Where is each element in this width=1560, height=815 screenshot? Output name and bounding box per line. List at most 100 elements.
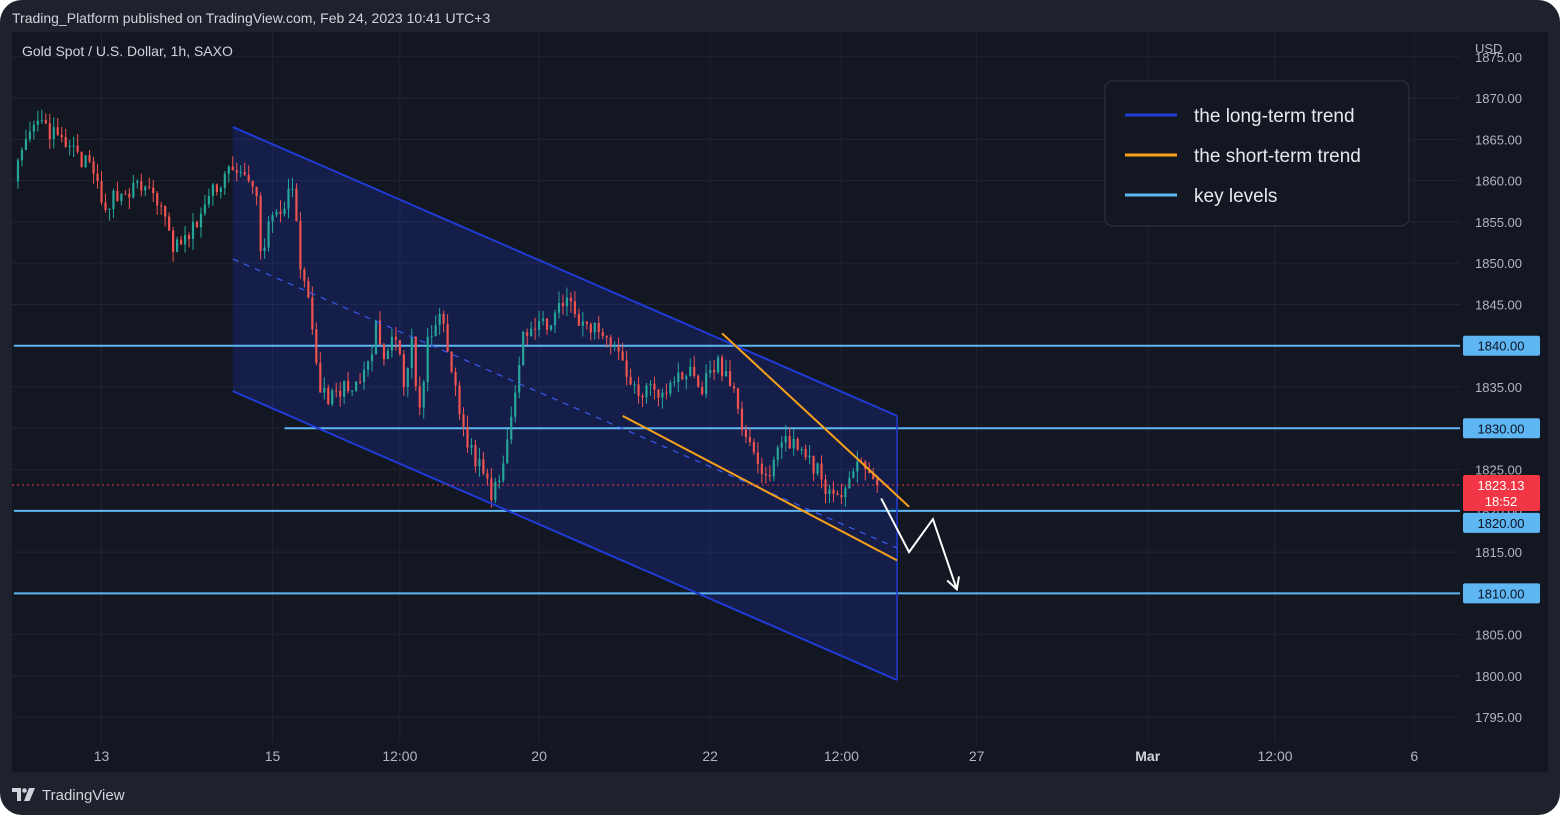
candle-body — [490, 478, 493, 501]
candle-body — [24, 139, 28, 150]
candle-body — [470, 444, 473, 448]
candle-body — [792, 438, 795, 449]
candle-body — [263, 247, 266, 252]
candle-body — [279, 211, 282, 214]
candle-body — [541, 318, 545, 321]
price-tick-label: 1875.00 — [1475, 50, 1522, 65]
candle-body — [52, 127, 55, 140]
candle-body — [665, 392, 668, 394]
candle-body — [820, 463, 823, 480]
legend-label: key levels — [1194, 186, 1277, 207]
tradingview-logo-icon[interactable] — [12, 788, 36, 802]
candle-body — [760, 463, 763, 475]
candle-body — [358, 381, 362, 383]
candle-body — [701, 386, 704, 395]
candle-body — [96, 173, 99, 182]
candle-body — [872, 473, 875, 479]
trend-lines[interactable] — [232, 126, 960, 681]
candle-body — [637, 384, 640, 396]
candle-body — [669, 382, 672, 394]
candle-body — [315, 329, 318, 363]
candle-body — [386, 350, 390, 360]
projection-arrow — [880, 497, 958, 590]
time-tick-label: 12:00 — [382, 748, 417, 764]
candle-body — [307, 281, 310, 298]
price-chart[interactable]: USD 1875.00 1870.00 1865.00 1860.00 1855.00 1… — [12, 32, 1548, 772]
time-axis[interactable]: 13 15 12:00 20 22 12:00 27 Mar 12:00 6 — [94, 748, 1419, 764]
candle-body — [64, 137, 67, 147]
legend-box — [1104, 80, 1410, 227]
candle-body — [203, 204, 207, 214]
candle-body — [239, 172, 242, 174]
short-term-lower-line — [622, 415, 898, 562]
candle-body — [223, 173, 226, 189]
candle-body — [840, 495, 843, 498]
candle-body — [446, 323, 449, 352]
candle-body — [370, 354, 374, 362]
candle-body — [299, 221, 302, 270]
candle-body — [589, 324, 592, 333]
time-tick-label: 15 — [265, 748, 281, 764]
candle-body — [72, 145, 75, 147]
candle-body — [355, 381, 358, 391]
candle-body — [104, 202, 107, 210]
candle-body — [661, 392, 664, 398]
candle-body — [327, 387, 330, 405]
price-tick-label: 1835.00 — [1475, 380, 1522, 395]
chart-panel[interactable]: USD 1875.00 1870.00 1865.00 1860.00 1855.00 1… — [12, 32, 1548, 772]
candle-body — [621, 351, 624, 361]
candle-body — [410, 336, 413, 369]
price-tick-label: 1815.00 — [1475, 545, 1522, 560]
footer: TradingView — [12, 784, 125, 806]
candle-body — [319, 362, 322, 393]
candle-body — [378, 320, 382, 345]
candle-body — [605, 335, 608, 338]
candle-body — [112, 190, 115, 209]
time-tick-label: 27 — [969, 748, 985, 764]
candle-body — [581, 321, 584, 326]
candle-body — [148, 186, 151, 188]
candle-body — [438, 313, 441, 325]
projection-arrow-head — [946, 576, 960, 592]
candle-body — [784, 436, 787, 443]
candle-body — [40, 120, 43, 122]
candle-body — [16, 160, 20, 182]
candle-body — [657, 389, 660, 398]
candle-body — [343, 380, 346, 397]
key-level-labels: 1840.00 1830.00 1820.00 1810.00 — [1463, 335, 1540, 604]
candle-body — [478, 459, 481, 467]
candle-body — [235, 170, 238, 173]
candle-body — [144, 186, 147, 191]
candle-body — [462, 414, 465, 427]
candle-body — [553, 312, 557, 326]
candle-body — [287, 188, 290, 209]
candle-body — [812, 455, 815, 474]
candle-body — [788, 436, 791, 449]
candle-body — [92, 161, 95, 174]
candle-body — [430, 335, 433, 337]
key-level-label: 1810.00 — [1478, 586, 1525, 601]
time-tick-label: 12:00 — [1257, 748, 1292, 764]
candle-body — [828, 489, 831, 494]
channel-upper-line — [232, 126, 898, 417]
candle-body — [585, 321, 588, 325]
candle-body — [267, 221, 270, 248]
current-price-value: 1823.13 — [1478, 478, 1525, 493]
candle-body — [748, 437, 752, 443]
candle-body — [215, 184, 218, 193]
candle-body — [259, 196, 262, 252]
candle-body — [108, 208, 111, 210]
candle-body — [175, 239, 179, 252]
candle-body — [482, 459, 485, 474]
candle-body — [251, 180, 254, 187]
candle-body — [613, 345, 616, 347]
footer-brand[interactable]: TradingView — [42, 786, 125, 804]
candle-body — [474, 444, 477, 467]
axes-background — [12, 32, 1548, 772]
candle-body — [856, 461, 859, 472]
candle-body — [28, 131, 31, 140]
legend-label: the long-term trend — [1194, 106, 1355, 127]
candle-body — [347, 380, 350, 391]
candle-body — [247, 174, 250, 181]
candle-body — [36, 120, 39, 125]
